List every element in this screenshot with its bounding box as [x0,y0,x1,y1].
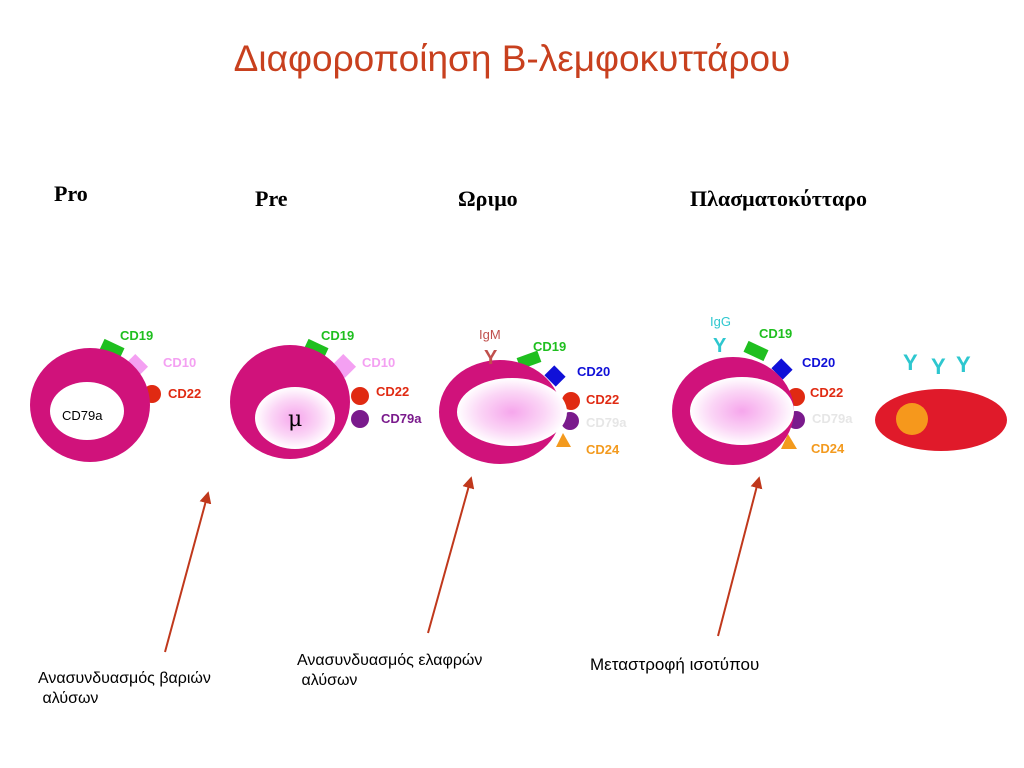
cd20-label: CD20 [577,364,610,379]
arrow-heavy-chain-recombination [164,491,212,653]
cd79a-label: CD79a [586,415,627,430]
cd20-receptor [771,358,793,380]
secreted-antibody-icon: Y [931,354,946,379]
cd22-label: CD22 [376,384,409,399]
mature-b-cell: IgM Y CD19 CD20 CD22 CD79a CD24 [439,327,627,464]
igm-label: IgM [479,327,501,342]
cd19-label: CD19 [759,326,792,341]
cd24-receptor [556,433,571,447]
igg-label: IgG [710,314,731,329]
caption-light-chain-recombination: Ανασυνδυασμός ελαφρών αλύσων [297,652,483,689]
stage-label-pro: Pro [54,181,88,206]
cd19-label: CD19 [321,328,354,343]
cd22-label: CD22 [810,385,843,400]
cd20-receptor [544,365,566,387]
pro-b-cell: CD19 CD10 CD22 CD79a [30,328,201,462]
cd10-receptor [331,353,357,379]
pre-b-cell: μ CD19 CD10 CD22 CD79a [230,328,422,459]
cd22-label: CD22 [586,392,619,407]
cd79a-label: CD79a [812,411,853,426]
cd10-label: CD10 [163,355,196,370]
cd22-label: CD22 [168,386,201,401]
cd19-label: CD19 [533,339,566,354]
stage-label-plasma-cell: Πλασματοκύτταρο [690,186,868,211]
cd20-label: CD20 [802,355,835,370]
arrow-isotype-switch [717,476,763,637]
cd19-receptor [99,338,125,360]
cd10-label: CD10 [362,355,395,370]
mu-heavy-chain-label: μ [288,407,302,432]
stage-label-pre: Pre [255,186,288,211]
nucleus [457,378,567,446]
cd24-receptor [781,434,797,449]
plasma-cell-nucleus [896,403,928,435]
nucleus [50,382,124,440]
stage-label-mature: Ωριμο [458,186,518,211]
cd79a-label: CD79a [62,408,103,423]
cd19-label: CD19 [120,328,153,343]
cd22-receptor [351,387,369,405]
igm-antibody-icon: Y [484,347,498,369]
cd10-receptor [123,353,149,379]
class-switched-b-cell: IgG Y CD19 CD20 CD22 CD79a CD24 [672,314,853,465]
cd24-label: CD24 [586,442,620,457]
nucleus [255,387,335,449]
cd22-receptor [562,392,580,410]
caption-isotype-switch: Μεταστροφή ισοτύπου [590,655,760,674]
secreted-antibody-icon: Y [903,350,918,375]
cd79a-receptor [351,410,369,428]
caption-heavy-chain-recombination: Ανασυνδυασμός βαριών αλύσων [38,670,211,707]
secreted-antibody-icon: Y [956,352,971,377]
nucleus [690,377,794,445]
cd24-label: CD24 [811,441,845,456]
plasma-cell-body [875,389,1007,451]
cd19-receptor [743,340,769,362]
plasma-cell: Y Y Y [875,350,1007,451]
cd79a-label: CD79a [381,411,422,426]
arrow-light-chain-recombination [427,476,475,634]
slide-title: Διαφοροποίηση Β-λεμφοκυττάρου [233,38,791,79]
igg-antibody-icon: Y [713,335,727,357]
